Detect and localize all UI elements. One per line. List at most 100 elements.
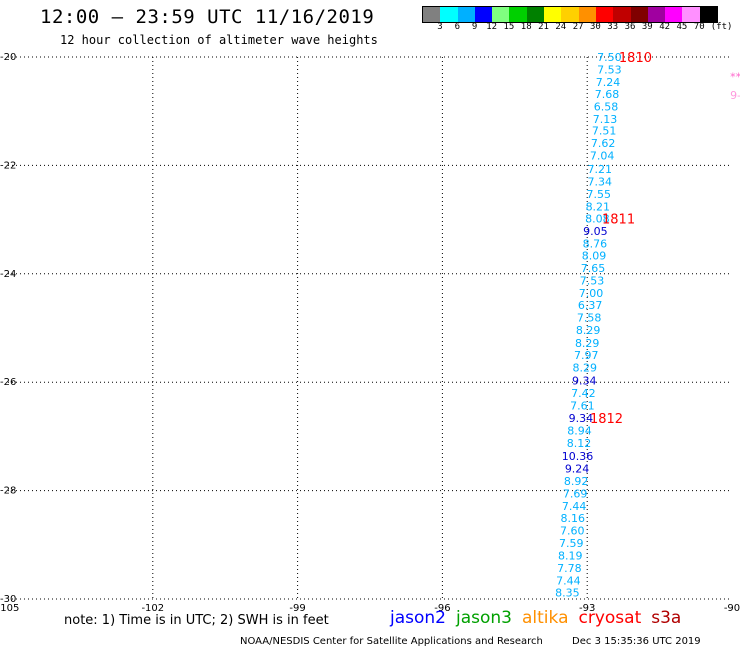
x-tick-label: -96 [434, 603, 450, 614]
wave-height-label: 8.12 [567, 437, 592, 450]
wave-height-label: 8.35 [555, 586, 580, 599]
footer-note: note: 1) Time is in UTC; 2) SWH is in fe… [64, 613, 329, 628]
wave-height-label: 7.42 [571, 387, 596, 400]
wave-height-label: 7.53 [597, 63, 622, 76]
satellite-name: jason3 [456, 608, 512, 628]
satellite-name: s3a [651, 608, 682, 628]
time-label: 1812 [590, 412, 623, 427]
color-scale-label: 6 [454, 22, 461, 32]
wave-height-label: 6.58 [594, 100, 619, 113]
color-swatch [509, 7, 527, 22]
color-scale-label: 39 [641, 22, 653, 32]
wave-height-label: 9.24 [565, 462, 590, 475]
wave-height-label: 10.36 [562, 450, 594, 463]
x-tick-label: -102 [141, 603, 164, 614]
wave-height-label: 8.29 [576, 324, 601, 337]
color-scale-label: 15 [503, 22, 515, 32]
wave-height-label: 7.65 [581, 262, 606, 275]
wave-height-label: 7.44 [562, 500, 587, 513]
y-tick-label: -28 [0, 486, 16, 497]
color-swatch [682, 7, 700, 22]
color-scale-label: 45 [676, 22, 688, 32]
wave-height-label: 7.78 [557, 562, 582, 575]
chart-subtitle: 12 hour collection of altimeter wave hei… [60, 33, 378, 47]
color-scale-label: 30 [590, 22, 601, 32]
color-swatch [474, 7, 493, 22]
y-tick-label: -20 [0, 52, 16, 63]
edge-mark: ** [730, 71, 740, 84]
color-swatch [699, 7, 718, 22]
color-swatch [561, 7, 579, 22]
color-swatch [665, 7, 683, 22]
wave-height-label: 8.76 [583, 237, 608, 250]
satellite-name: jason2 [390, 608, 446, 628]
color-scale-label: 27 [572, 22, 584, 32]
wave-height-label: 8.21 [586, 201, 611, 214]
color-swatch [647, 7, 666, 22]
color-scale-label: 70 [693, 22, 705, 32]
y-tick-label: -24 [0, 269, 16, 280]
color-scale-label: 21 [538, 22, 549, 32]
edge-mark: 9- [730, 89, 740, 102]
wave-height-label: 7.53 [580, 274, 605, 287]
color-scale-labels: 3 6 9 12 15 18 21 24 27 30 33 36 39 42 45 70 (ft) [422, 22, 740, 34]
credit-text: NOAA/NESDIS Center for Satellite Applica… [240, 636, 543, 647]
color-swatch [526, 7, 545, 22]
x-tick-label: -93 [579, 603, 595, 614]
color-scale-label: 18 [520, 22, 532, 32]
y-tick-label: -22 [0, 160, 16, 171]
color-scale-label: 36 [624, 22, 636, 32]
wave-height-label: 7.00 [579, 287, 604, 300]
color-scale-bar [422, 6, 719, 23]
color-swatch [630, 7, 648, 22]
wave-height-label: 7.50 [597, 51, 622, 64]
wave-height-label: 7.24 [596, 76, 621, 89]
wave-height-label: 7.59 [559, 537, 584, 550]
wave-height-label: 7.51 [592, 125, 617, 138]
chart-title: 12:00 – 23:59 UTC 11/16/2019 [40, 6, 375, 28]
wave-height-label: 7.97 [574, 349, 599, 362]
wave-height-label: 8.16 [560, 512, 585, 525]
wave-height-label: 7.21 [587, 163, 612, 176]
color-swatch [440, 7, 458, 22]
credit-line: NOAA/NESDIS Center for Satellite Applica… [240, 636, 701, 647]
wave-height-label: 9.34 [569, 412, 594, 425]
wave-height-label: 8.94 [567, 424, 592, 437]
wave-height-label: 7.62 [591, 137, 616, 150]
color-swatch [423, 7, 441, 22]
satellite-name: cryosat [578, 608, 642, 628]
wave-height-label: 9.05 [583, 225, 608, 238]
wave-height-label: 6.37 [578, 299, 603, 312]
color-swatch [492, 7, 510, 22]
color-swatch [544, 7, 562, 22]
wave-height-label: 9.34 [572, 375, 597, 388]
color-scale-label: 12 [486, 22, 498, 32]
x-tick-label: -105 [0, 603, 19, 614]
time-label: 1811 [602, 213, 635, 228]
color-swatch [457, 7, 475, 22]
wave-height-label: 7.61 [570, 400, 595, 413]
wave-height-label: 7.34 [587, 176, 612, 189]
color-scale-label: 33 [607, 22, 619, 32]
color-swatch [613, 7, 631, 22]
wave-height-label: 8.92 [564, 475, 589, 488]
color-scale-label: 42 [659, 22, 671, 32]
y-tick-label: -30 [0, 594, 16, 605]
wave-height-label: 8.08 [585, 213, 610, 226]
wave-height-label: 8.29 [575, 337, 600, 350]
wave-height-label: 7.69 [563, 487, 588, 500]
wave-height-label: 7.60 [560, 525, 585, 538]
color-scale-label: 24 [555, 22, 567, 32]
color-scale-label: 9 [471, 22, 478, 32]
wave-height-label: 7.44 [556, 575, 581, 588]
wave-height-label: 8.09 [582, 249, 607, 262]
color-scale-label: 3 [437, 22, 443, 32]
color-swatch [595, 7, 614, 22]
time-label: 1810 [619, 51, 652, 66]
satellite-name: altika [522, 608, 569, 628]
wave-height-label: 7.55 [587, 188, 612, 201]
wave-height-label: 7.68 [595, 88, 620, 101]
x-tick-label: -99 [289, 603, 305, 614]
wave-height-label: 8.29 [573, 362, 598, 375]
